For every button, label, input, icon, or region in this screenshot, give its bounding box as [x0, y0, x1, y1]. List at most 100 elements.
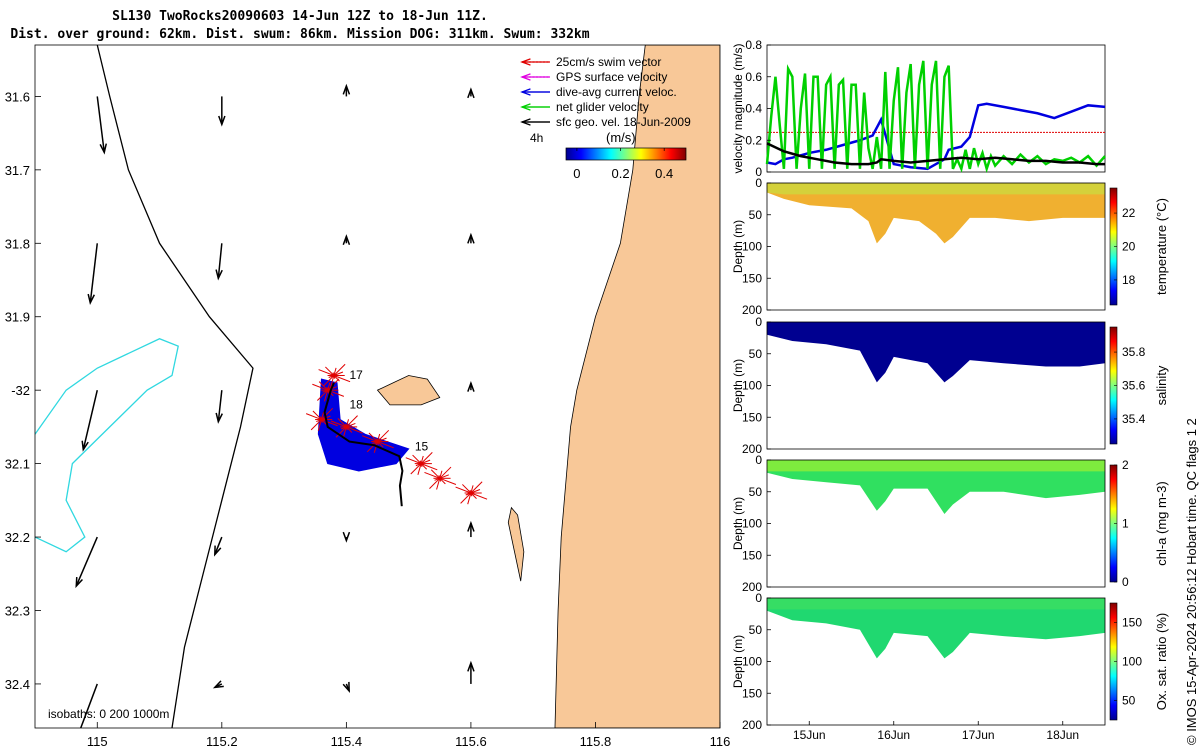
chl-a-section-panel: 0 50 100 150 200 Depth (m) 0 1 2 chl-a (mg m-3) — [731, 453, 1169, 594]
copyright-note: © IMOS 15-Apr-2024 20:56:12 Hobart time.… — [1184, 418, 1199, 745]
vector-stroke — [377, 433, 381, 442]
y-tick-label: 32.1 — [5, 457, 30, 472]
arrow-head — [342, 234, 351, 246]
vector-stroke — [420, 463, 428, 470]
vector-stroke — [318, 381, 329, 391]
temperature-section-panel: 0 50 100 150 200 Depth (m) 18 20 22 temperature (… — [731, 176, 1169, 317]
vector-stroke — [420, 452, 433, 464]
vector-stroke — [317, 389, 329, 401]
arrow-shaft — [89, 243, 99, 303]
vector-stroke — [325, 366, 335, 376]
scale-label: 4h — [530, 131, 543, 145]
colorbar-tick-label: 22 — [1122, 206, 1136, 220]
arrow-head — [467, 380, 475, 392]
y-tick-label: 200 — [742, 580, 762, 594]
y-tick-label: 0 — [755, 315, 762, 329]
series-dive-avg-current — [766, 102, 1106, 171]
colorbar-tick-label: 0 — [573, 166, 580, 181]
series-sfc-geo-vel- — [766, 142, 1105, 166]
y-tick-label: 0.8 — [745, 38, 762, 52]
isobath-0m — [96, 45, 254, 728]
vector-stroke — [366, 441, 378, 453]
vector-stroke — [439, 477, 457, 485]
sfc-velocity-arrow — [96, 96, 108, 155]
vector-stroke — [312, 410, 322, 420]
title-line-1: SL130 TwoRocks20090603 14-Jun 12Z to 18-… — [112, 9, 488, 24]
map-plot-area: 17 18 15 — [35, 45, 720, 728]
x-tick-label: 16Jun — [877, 728, 910, 742]
y-tick-label: 50 — [749, 208, 763, 222]
colorbar-tick-label: 18 — [1122, 273, 1136, 287]
vector-stroke — [333, 367, 337, 376]
sfc-velocity-arrow — [81, 390, 99, 452]
x-tick-label: 116 — [710, 734, 731, 749]
arrow-head — [214, 545, 222, 557]
arrow-head — [520, 73, 531, 81]
legend-arrow — [520, 103, 550, 111]
section-surface-band — [767, 460, 1105, 472]
arrow-head — [215, 269, 223, 281]
colorbar-tick-label: 20 — [1122, 240, 1136, 254]
vector-stroke — [324, 390, 329, 402]
legend-label: dive-avg current veloc. — [556, 85, 677, 99]
y-tick-label: 50 — [749, 347, 763, 361]
colorbar-tick-label: 0.2 — [612, 166, 630, 181]
vector-stroke — [318, 369, 335, 376]
sfc-velocity-arrow — [467, 660, 475, 684]
y-tick-label: 31.6 — [5, 89, 30, 104]
colorbar-tick-label: 35.8 — [1122, 345, 1146, 359]
arrow-head — [75, 577, 83, 589]
arrow-head — [215, 412, 223, 424]
arrow-shaft — [217, 243, 223, 279]
vector-stroke — [462, 484, 472, 494]
arrow-shaft — [214, 536, 223, 555]
vector-stroke — [323, 375, 335, 387]
vector-stroke — [420, 459, 431, 465]
y-tick-label: 0.6 — [745, 70, 762, 84]
legend-arrow — [520, 58, 550, 66]
vector-stroke — [424, 471, 440, 479]
vector-stroke — [342, 426, 347, 439]
section-surface-band — [767, 598, 1105, 610]
section-data-field — [767, 598, 1105, 659]
vector-stroke — [333, 375, 351, 383]
y-tick-label: 0.4 — [745, 102, 762, 116]
y-tick-label: 150 — [742, 410, 762, 424]
swim-vector-cluster — [330, 415, 363, 439]
arrow-head — [467, 232, 475, 244]
legend-label: GPS surface velocity — [556, 70, 667, 84]
colorbar-tick-label: 150 — [1122, 616, 1142, 630]
x-tick-label: 115.8 — [580, 734, 612, 749]
vector-stroke — [410, 463, 422, 475]
vector-stroke — [420, 463, 438, 471]
arrow-head — [218, 115, 226, 127]
y-tick-label: 100 — [742, 655, 762, 669]
arrow-head — [342, 83, 351, 95]
arrow-head — [99, 143, 108, 155]
vector-stroke — [330, 420, 347, 428]
vector-stroke — [439, 474, 449, 479]
section-surface-band — [767, 183, 1105, 195]
vector-stroke — [321, 407, 334, 420]
legend-arrow — [520, 88, 550, 96]
sfc-velocity-arrow — [467, 380, 475, 392]
y-tick-label: 100 — [742, 240, 762, 254]
vector-stroke — [337, 417, 347, 428]
colorbar-tick-label: 0.4 — [655, 166, 673, 181]
arrow-head — [81, 440, 89, 452]
arrow-head — [520, 118, 531, 126]
colorbar-tick-label: 35.6 — [1122, 379, 1146, 393]
vector-stroke — [455, 486, 472, 494]
vector-stroke — [405, 457, 422, 465]
vector-stroke — [373, 441, 378, 453]
vector-stroke — [377, 429, 390, 442]
section-data-field — [767, 183, 1105, 244]
x-tick-label: 115.4 — [331, 734, 363, 749]
vector-stroke — [327, 382, 331, 391]
sfc-velocity-arrow — [212, 680, 224, 689]
vector-stroke — [429, 477, 441, 490]
y-tick-label: 0 — [755, 165, 762, 179]
arrow-head — [87, 293, 95, 305]
